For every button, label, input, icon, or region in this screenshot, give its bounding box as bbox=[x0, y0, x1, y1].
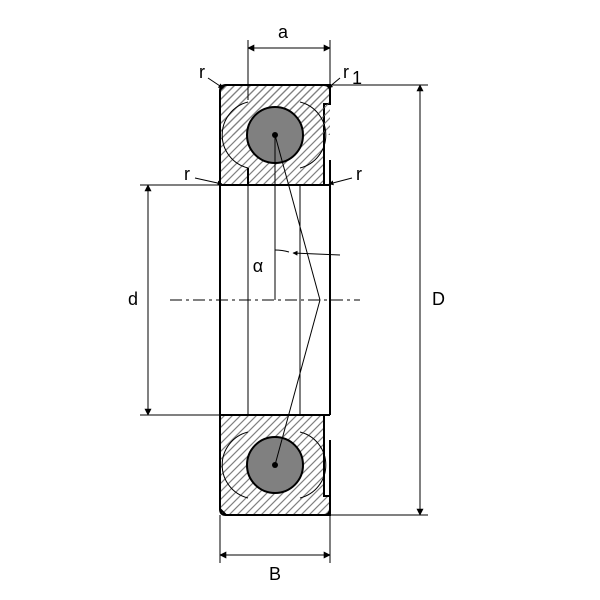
svg-text:1: 1 bbox=[352, 68, 362, 88]
dim-B bbox=[220, 515, 330, 563]
label-r-tl: r bbox=[199, 62, 205, 82]
label-r-right: r bbox=[356, 164, 362, 184]
label-r-left: r bbox=[184, 164, 190, 184]
label-D: D bbox=[432, 289, 445, 309]
bearing-diagram: a r r 1 r r α d D B bbox=[0, 0, 600, 600]
svg-text:r: r bbox=[343, 62, 349, 82]
label-a: a bbox=[278, 22, 289, 42]
label-alpha: α bbox=[253, 256, 263, 276]
label-r1: r 1 bbox=[343, 62, 362, 88]
dim-D bbox=[330, 85, 428, 515]
label-B: B bbox=[269, 564, 281, 584]
dim-a bbox=[248, 40, 330, 85]
label-d: d bbox=[128, 289, 138, 309]
